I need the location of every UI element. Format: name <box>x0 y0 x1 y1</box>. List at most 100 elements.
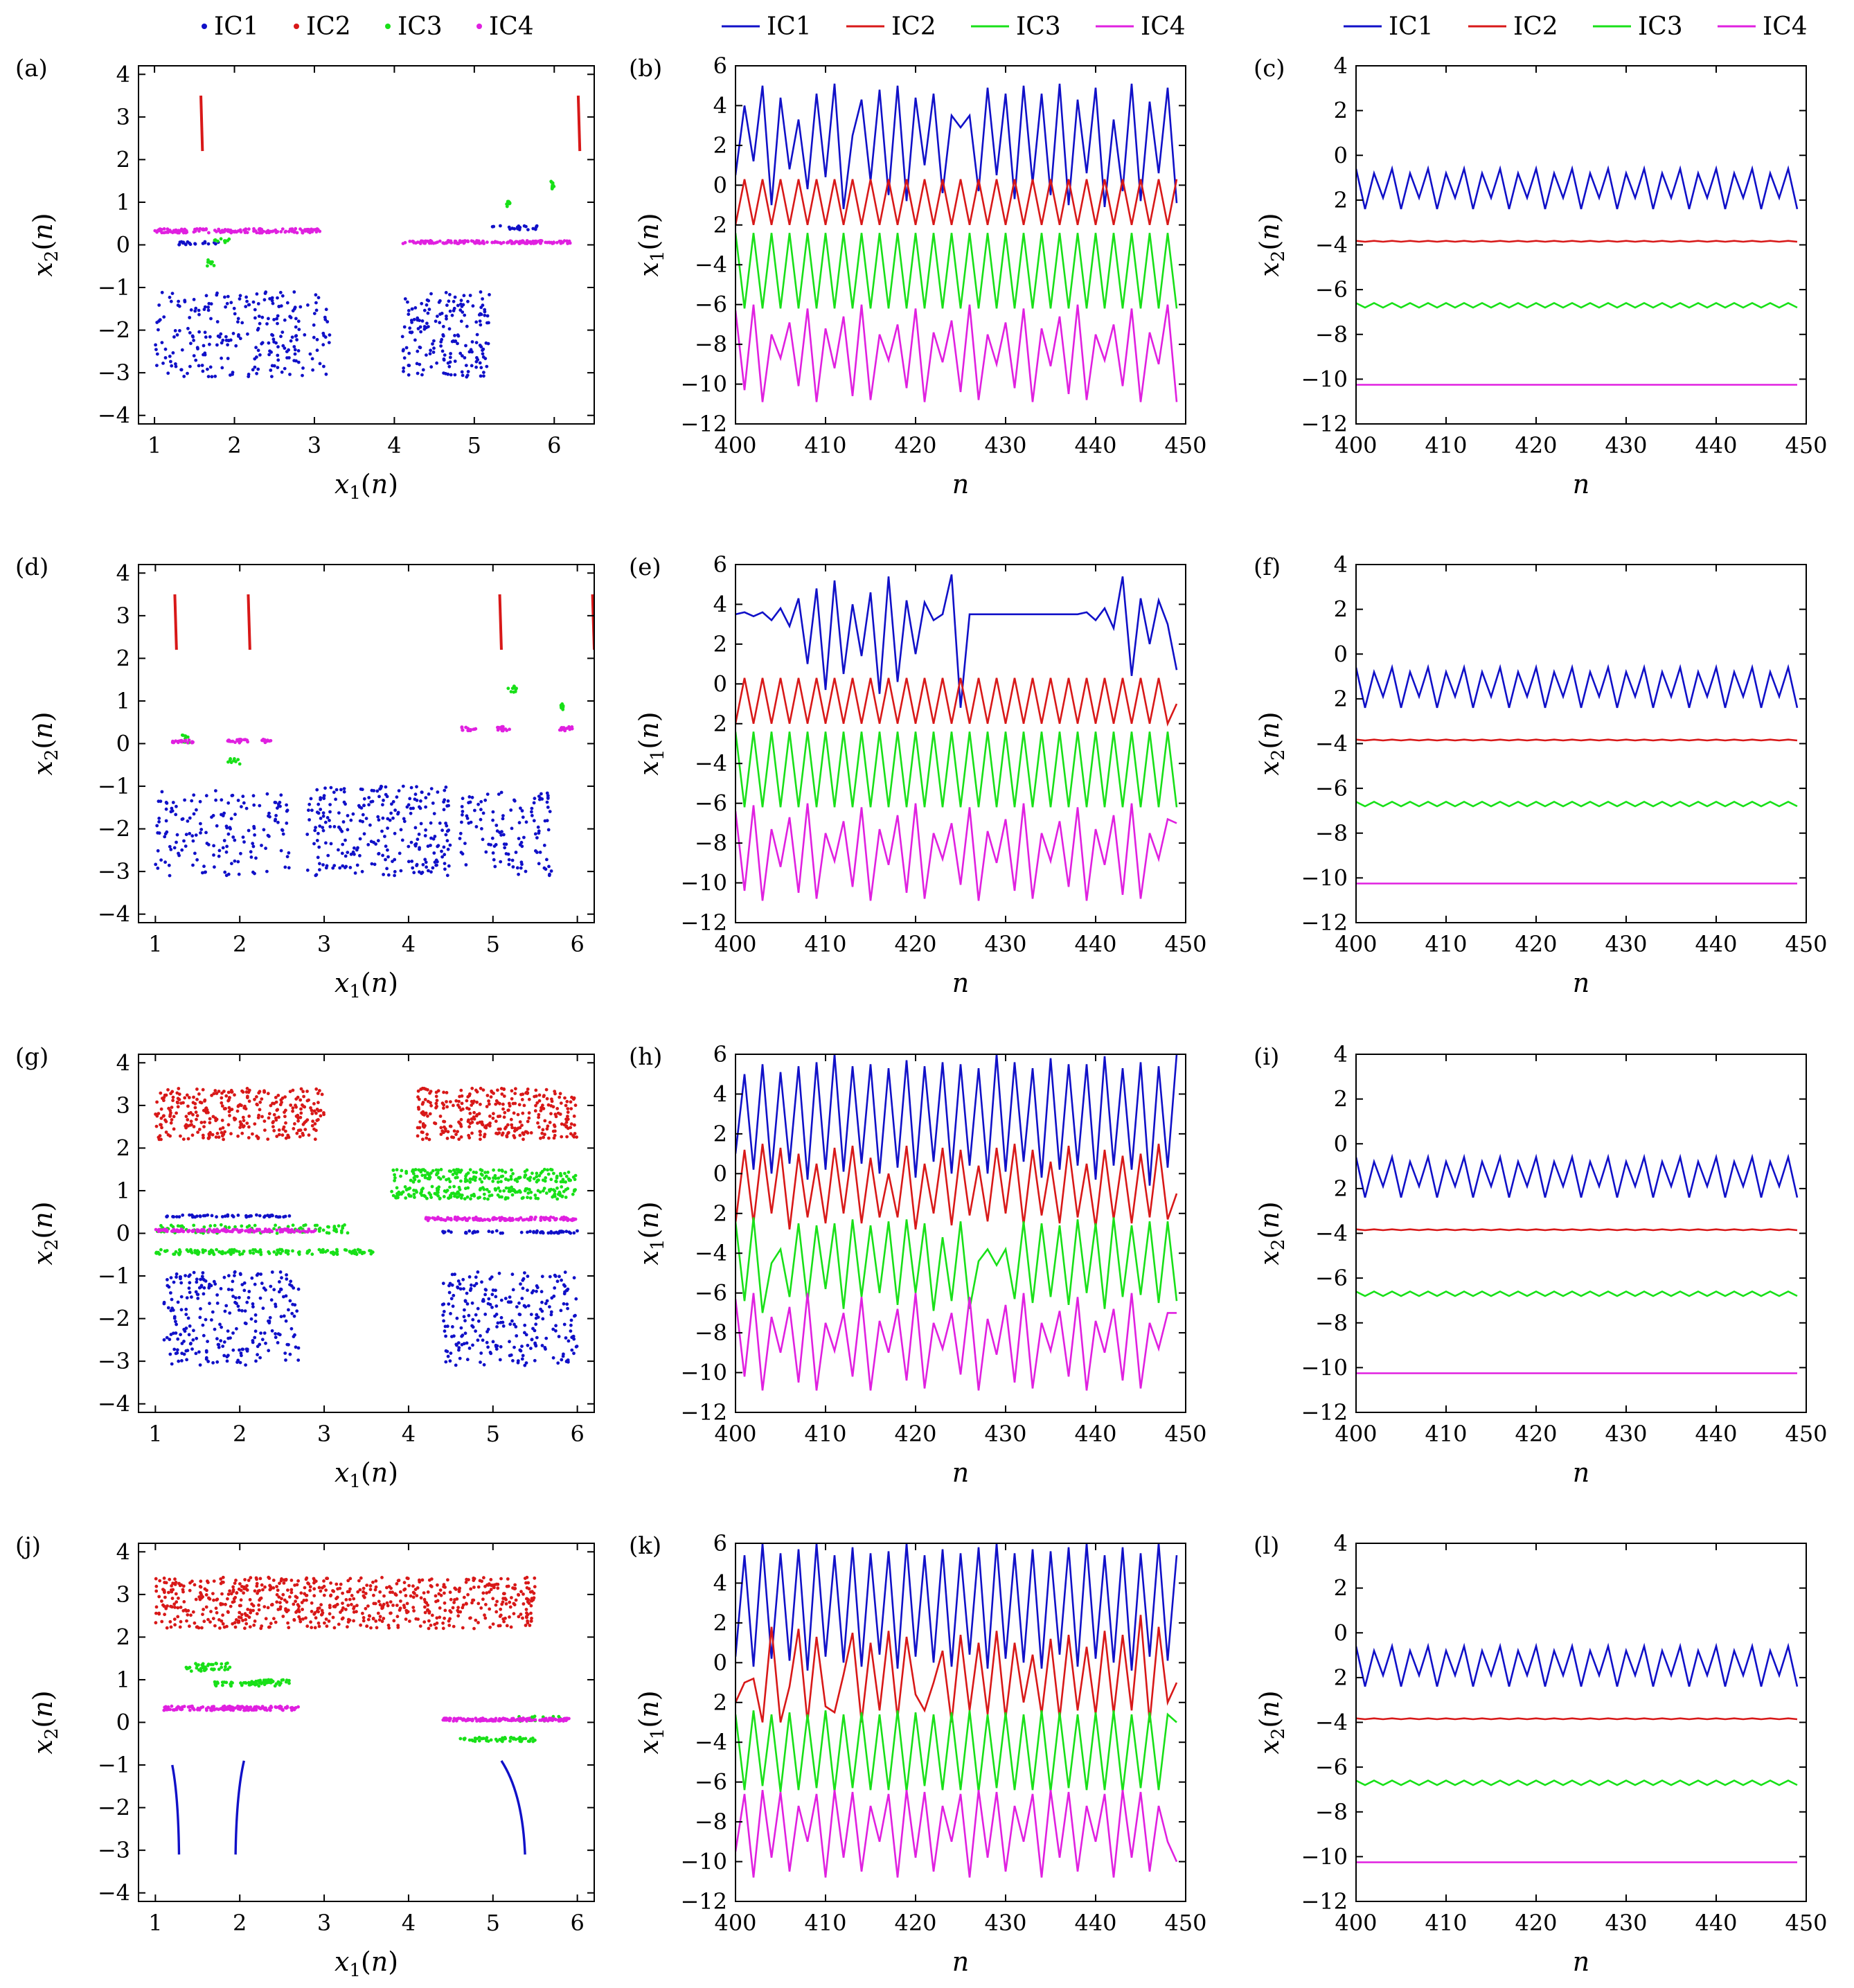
data-point <box>492 1112 495 1116</box>
data-point <box>216 239 220 243</box>
data-point <box>483 1171 487 1174</box>
data-point <box>262 1119 267 1123</box>
data-point <box>445 303 449 308</box>
data-point <box>499 1315 503 1320</box>
data-point <box>280 227 285 231</box>
x-tick-label: 450 <box>1164 931 1206 957</box>
data-point <box>432 812 436 815</box>
data-point <box>380 1576 384 1579</box>
data-point <box>534 225 538 229</box>
data-point <box>324 308 328 312</box>
y-tick-label: 1 <box>116 688 130 714</box>
data-point <box>459 1326 463 1330</box>
data-point <box>184 844 188 848</box>
data-point <box>328 1612 332 1616</box>
data-point <box>288 1299 292 1303</box>
data-point <box>474 341 479 344</box>
data-point <box>392 1619 396 1623</box>
data-point <box>168 873 172 878</box>
panel-label: (b) <box>629 55 662 82</box>
data-point <box>443 853 447 857</box>
data-point <box>494 1102 498 1106</box>
data-point <box>341 842 345 846</box>
data-point <box>541 1317 545 1321</box>
data-point <box>447 1624 452 1627</box>
data-point <box>448 1180 452 1184</box>
data-point <box>481 239 485 243</box>
y-tick-label: 0 <box>713 671 727 697</box>
data-point <box>523 1170 527 1173</box>
data-point <box>480 1169 484 1173</box>
data-point <box>296 1608 301 1611</box>
data-point <box>510 826 514 831</box>
data-point <box>287 1678 291 1683</box>
data-point <box>171 1099 175 1103</box>
data-point <box>233 1270 237 1274</box>
data-point <box>231 1348 235 1352</box>
data-point <box>447 1290 452 1295</box>
data-point <box>507 225 511 229</box>
series-points-ic4 <box>154 1215 578 1234</box>
data-point <box>502 1088 506 1092</box>
data-point <box>286 1621 289 1625</box>
data-point <box>233 1274 236 1277</box>
x-tick-label: 420 <box>894 931 936 957</box>
data-point <box>524 1173 528 1177</box>
data-point <box>572 1115 576 1118</box>
data-point <box>439 1133 443 1136</box>
data-point <box>222 230 226 233</box>
data-point <box>242 1281 247 1285</box>
data-point <box>517 1313 522 1316</box>
data-point <box>163 860 168 864</box>
data-point <box>188 1665 192 1669</box>
data-point <box>470 350 474 354</box>
data-point <box>161 1114 166 1118</box>
data-point <box>177 739 181 743</box>
data-point <box>310 1601 314 1605</box>
data-point <box>389 1586 393 1590</box>
data-point <box>446 372 450 376</box>
y-tick-label: 2 <box>1334 98 1348 124</box>
data-point <box>348 866 353 869</box>
data-point <box>443 1218 447 1223</box>
data-point <box>498 1115 502 1118</box>
data-point <box>522 835 526 840</box>
data-point <box>458 1356 462 1360</box>
data-point <box>208 1227 211 1231</box>
data-point <box>220 1665 224 1669</box>
data-point <box>292 1286 296 1290</box>
data-point <box>305 868 310 872</box>
data-point <box>444 1334 447 1338</box>
data-point <box>461 852 465 856</box>
data-point <box>162 1096 166 1099</box>
x-tick-label: 1 <box>148 1421 162 1447</box>
data-point <box>301 373 304 378</box>
data-point <box>269 369 273 372</box>
data-point <box>553 1189 557 1193</box>
data-point <box>443 353 447 357</box>
legend-label: IC3 <box>398 12 443 41</box>
data-point <box>201 1613 204 1617</box>
data-point <box>540 792 543 796</box>
data-point <box>235 1326 238 1331</box>
data-point <box>483 1288 488 1291</box>
data-point <box>240 1347 244 1351</box>
data-point <box>168 1352 172 1356</box>
data-point <box>177 1252 181 1257</box>
data-point <box>268 1315 272 1320</box>
data-point <box>533 1109 537 1113</box>
data-point <box>237 333 240 337</box>
panel-e: (e)400 410 420 430 440 450−12−10−8−6−420246nx… <box>629 551 1207 998</box>
y-tick-label: −6 <box>1315 276 1348 303</box>
data-point <box>203 1120 206 1124</box>
data-point <box>281 1592 285 1597</box>
data-point <box>297 328 301 331</box>
data-point <box>522 240 526 245</box>
data-point <box>563 1096 567 1100</box>
data-point <box>555 240 559 245</box>
panel-label: (i) <box>1254 1043 1279 1071</box>
legend-item-ic1: IC1 <box>1344 12 1434 41</box>
data-point <box>185 1296 189 1299</box>
data-point <box>277 1595 281 1599</box>
data-point <box>314 1111 318 1115</box>
